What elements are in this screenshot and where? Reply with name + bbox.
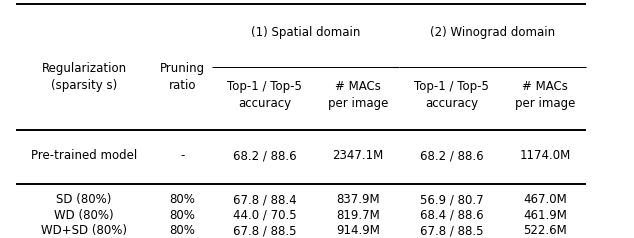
Text: 1174.0M: 1174.0M [520,149,571,162]
Text: WD+SD (80%): WD+SD (80%) [41,224,127,237]
Text: # MACs
per image: # MACs per image [328,80,389,110]
Text: 819.7M: 819.7M [336,209,380,222]
Text: SD (80%): SD (80%) [56,193,112,206]
Text: Top-1 / Top-5
accuracy: Top-1 / Top-5 accuracy [414,80,489,110]
Text: 2347.1M: 2347.1M [333,149,384,162]
Text: 67.8 / 88.5: 67.8 / 88.5 [233,224,297,237]
Text: WD (80%): WD (80%) [54,209,114,222]
Text: 56.9 / 80.7: 56.9 / 80.7 [420,193,484,206]
Text: 837.9M: 837.9M [337,193,380,206]
Text: 80%: 80% [169,193,195,206]
Text: 467.0M: 467.0M [523,193,567,206]
Text: 461.9M: 461.9M [523,209,567,222]
Text: 68.2 / 88.6: 68.2 / 88.6 [233,149,297,162]
Text: Regularization
(sparsity s): Regularization (sparsity s) [41,62,127,92]
Text: (1) Spatial domain: (1) Spatial domain [251,26,361,39]
Text: Pruning
ratio: Pruning ratio [160,62,205,92]
Text: -: - [180,149,184,162]
Text: 67.8 / 88.5: 67.8 / 88.5 [420,224,484,237]
Text: 522.6M: 522.6M [523,224,567,237]
Text: 80%: 80% [169,224,195,237]
Text: Top-1 / Top-5
accuracy: Top-1 / Top-5 accuracy [227,80,302,110]
Text: Pre-trained model: Pre-trained model [31,149,137,162]
Text: 67.8 / 88.4: 67.8 / 88.4 [233,193,297,206]
Text: # MACs
per image: # MACs per image [515,80,576,110]
Text: 44.0 / 70.5: 44.0 / 70.5 [233,209,297,222]
Text: 68.4 / 88.6: 68.4 / 88.6 [420,209,484,222]
Text: 914.9M: 914.9M [336,224,380,237]
Text: 80%: 80% [169,209,195,222]
Text: 68.2 / 88.6: 68.2 / 88.6 [420,149,484,162]
Text: (2) Winograd domain: (2) Winograd domain [430,26,555,39]
